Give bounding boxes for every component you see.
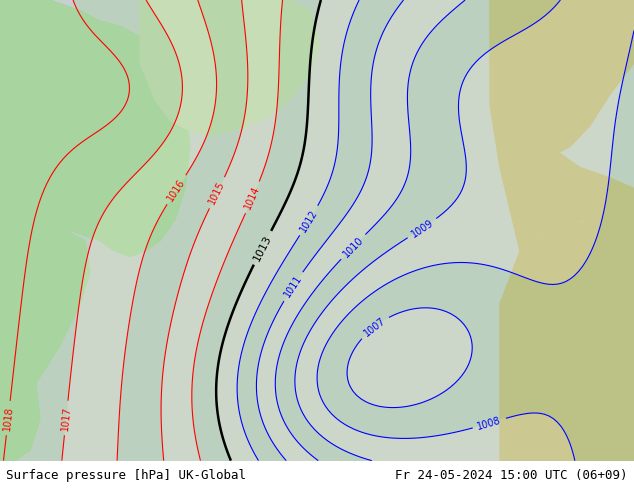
Polygon shape [0, 189, 90, 461]
Polygon shape [0, 0, 634, 461]
Polygon shape [490, 0, 634, 157]
Text: Fr 24-05-2024 15:00 UTC (06+09): Fr 24-05-2024 15:00 UTC (06+09) [395, 469, 628, 482]
Text: 1008: 1008 [476, 415, 503, 431]
Polygon shape [140, 0, 320, 136]
Text: 1009: 1009 [409, 218, 435, 239]
Text: 1010: 1010 [341, 235, 365, 259]
Polygon shape [0, 0, 190, 256]
Polygon shape [0, 461, 634, 490]
Text: 1017: 1017 [60, 405, 72, 431]
Text: 1007: 1007 [361, 315, 387, 338]
Polygon shape [0, 356, 40, 461]
Text: 1013: 1013 [252, 233, 273, 263]
Text: 1012: 1012 [298, 207, 320, 234]
Text: 1011: 1011 [282, 273, 304, 299]
Text: 1014: 1014 [243, 184, 262, 211]
Text: 1015: 1015 [207, 179, 227, 206]
Polygon shape [490, 63, 634, 272]
Polygon shape [500, 220, 634, 461]
Text: 1016: 1016 [165, 177, 187, 203]
Text: Surface pressure [hPa] UK-Global: Surface pressure [hPa] UK-Global [6, 469, 247, 482]
Text: 1018: 1018 [2, 405, 15, 431]
